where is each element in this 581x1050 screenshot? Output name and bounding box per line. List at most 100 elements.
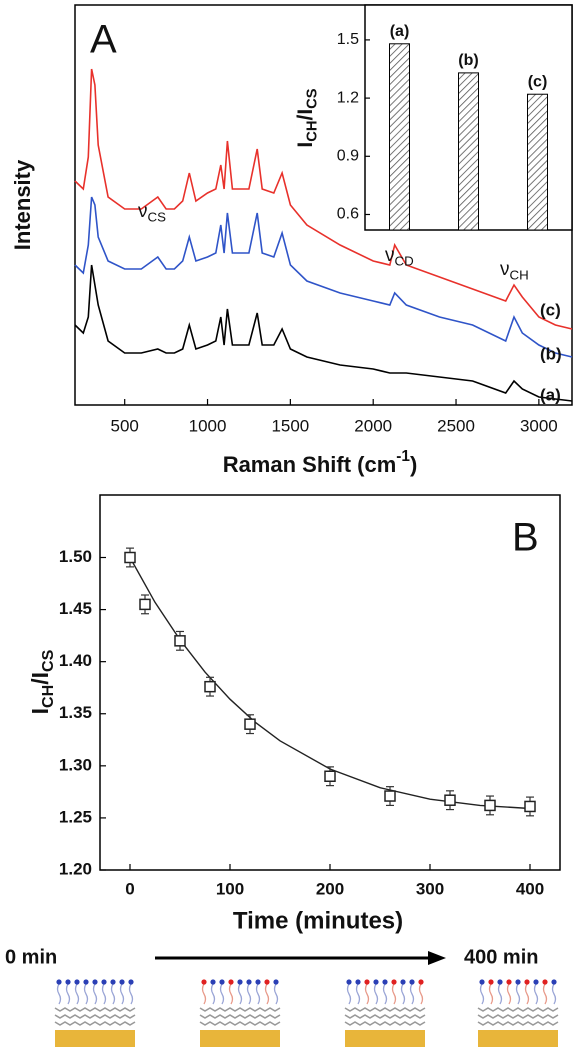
x-tick-label: 100 bbox=[216, 879, 244, 898]
bar bbox=[389, 43, 410, 231]
gold-substrate bbox=[478, 1030, 558, 1047]
alkyl-chain bbox=[228, 983, 234, 1005]
head-group bbox=[488, 979, 494, 985]
x-tick-label: 3000 bbox=[520, 416, 558, 435]
alkyl-chain bbox=[506, 983, 512, 1005]
y-tick-label: 1.25 bbox=[59, 807, 92, 826]
peak-annotation-part: ν bbox=[500, 259, 510, 280]
head-group bbox=[515, 979, 521, 985]
alkyl-chain bbox=[364, 983, 370, 1005]
inset-y-tick-label: 0.6 bbox=[337, 206, 359, 223]
alkyl-chain bbox=[515, 983, 521, 1005]
molecular-layer bbox=[344, 1021, 426, 1026]
data-point bbox=[204, 680, 216, 693]
alkyl-chain bbox=[128, 983, 134, 1005]
molecular-layer bbox=[477, 1021, 559, 1026]
alkyl-chain bbox=[551, 983, 557, 1005]
x-tick-label: 2500 bbox=[437, 416, 475, 435]
alkyl-chain bbox=[74, 983, 80, 1005]
head-group bbox=[355, 979, 361, 985]
bar bbox=[527, 93, 548, 231]
head-group bbox=[524, 979, 530, 985]
head-group bbox=[219, 979, 225, 985]
y-axis-label-part: CS bbox=[39, 649, 57, 672]
peak-annotation-part: CD bbox=[395, 253, 414, 268]
head-group bbox=[65, 979, 71, 985]
curve-label: (b) bbox=[540, 344, 562, 363]
molecular-layer bbox=[477, 1014, 559, 1019]
head-group bbox=[237, 979, 243, 985]
alkyl-chain bbox=[542, 983, 548, 1005]
alkyl-chain bbox=[355, 983, 361, 1005]
head-group bbox=[228, 979, 234, 985]
data-point bbox=[139, 598, 151, 611]
x-tick-label: 400 bbox=[516, 879, 544, 898]
molecular-layer bbox=[477, 1007, 559, 1012]
y-axis-label: Intensity bbox=[10, 159, 35, 250]
schematic-end-label: 400 min bbox=[464, 946, 538, 968]
data-point bbox=[524, 800, 536, 813]
bar bbox=[458, 72, 479, 231]
alkyl-chain bbox=[219, 983, 225, 1005]
alkyl-chain bbox=[400, 983, 406, 1005]
peak-annotation-part: CS bbox=[148, 209, 167, 224]
head-group bbox=[346, 979, 352, 985]
alkyl-chain bbox=[382, 983, 388, 1005]
panel-label: A bbox=[90, 18, 117, 62]
bar-label: (b) bbox=[458, 52, 478, 69]
head-group bbox=[382, 979, 388, 985]
inset-y-axis-label: ICH/ICS bbox=[294, 88, 321, 147]
head-group bbox=[364, 979, 370, 985]
head-group bbox=[128, 979, 134, 985]
head-group bbox=[210, 979, 216, 985]
x-tick-label: 1000 bbox=[189, 416, 227, 435]
alkyl-chain bbox=[110, 983, 116, 1005]
x-tick-label: 500 bbox=[111, 416, 139, 435]
head-group bbox=[479, 979, 485, 985]
inset-y-axis-label-part: I bbox=[294, 142, 317, 148]
y-tick-label: 1.35 bbox=[59, 703, 92, 722]
peak-annotation: νCH bbox=[500, 259, 529, 282]
data-point bbox=[484, 799, 496, 812]
molecular-layer bbox=[54, 1007, 136, 1012]
data-point bbox=[384, 790, 396, 802]
spectrum-line bbox=[74, 68, 573, 330]
spectrum-line bbox=[74, 196, 573, 358]
x-axis-label: Time (minutes) bbox=[233, 907, 403, 934]
alkyl-chain bbox=[92, 983, 98, 1005]
bar-label: (c) bbox=[528, 73, 548, 90]
data-point bbox=[444, 794, 456, 806]
y-tick-label: 1.40 bbox=[59, 651, 92, 670]
x-axis-label-part: -1 bbox=[396, 448, 410, 465]
peak-annotation: νCD bbox=[385, 245, 414, 268]
alkyl-chain bbox=[201, 983, 207, 1005]
x-axis-label: Raman Shift (cm-1) bbox=[223, 448, 418, 477]
y-tick-label: 1.45 bbox=[59, 599, 92, 618]
head-group bbox=[551, 979, 557, 985]
peak-annotation-part: ν bbox=[138, 201, 148, 222]
x-axis-label-part: ) bbox=[410, 452, 417, 477]
bar-label: (a) bbox=[390, 23, 410, 40]
x-tick-label: 300 bbox=[416, 879, 444, 898]
head-group bbox=[506, 979, 512, 985]
data-point bbox=[324, 770, 336, 782]
alkyl-chain bbox=[488, 983, 494, 1005]
molecular-layer bbox=[54, 1014, 136, 1019]
head-group bbox=[418, 979, 424, 985]
alkyl-chain bbox=[391, 983, 397, 1005]
y-axis-label-part: I bbox=[27, 708, 53, 714]
alkyl-chain bbox=[83, 983, 89, 1005]
alkyl-chain bbox=[418, 983, 424, 1005]
fit-line bbox=[129, 557, 531, 810]
alkyl-chain bbox=[479, 983, 485, 1005]
peak-annotation: νCS bbox=[138, 201, 166, 224]
head-group bbox=[83, 979, 89, 985]
alkyl-chain bbox=[56, 983, 62, 1005]
plot-frame bbox=[99, 494, 561, 871]
inset-y-tick-label: 0.9 bbox=[337, 148, 359, 165]
molecular-layer bbox=[199, 1007, 281, 1012]
alkyl-chain bbox=[210, 983, 216, 1005]
alkyl-chain bbox=[264, 983, 270, 1005]
